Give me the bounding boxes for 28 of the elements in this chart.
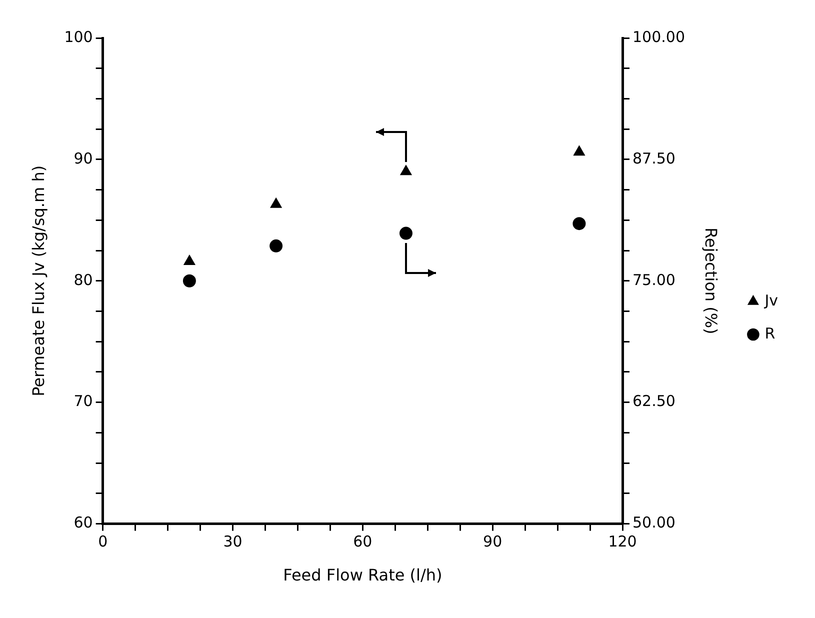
x-tick-label: 120 <box>608 532 637 551</box>
legend-label: Jv <box>764 291 778 310</box>
point <box>400 165 412 176</box>
x-axis-title: Feed Flow Rate (l/h) <box>283 566 442 585</box>
y2-tick-label: 62.50 <box>632 392 676 410</box>
point <box>182 274 196 288</box>
y-tick-label: 60 <box>74 514 93 532</box>
point <box>270 239 283 252</box>
x-tick-label: 0 <box>98 532 108 551</box>
y2-tick-label: 87.50 <box>632 149 676 168</box>
y-tick-label: 90 <box>74 149 93 168</box>
y2-tick-label: 75.00 <box>632 270 676 289</box>
y-axis-title: Permeate Flux Jv (kg/sq.m h) <box>28 165 48 396</box>
y-tick-label: 80 <box>74 270 93 289</box>
legend-label: R <box>764 324 776 342</box>
point <box>184 254 196 265</box>
y2-tick-label: 100.00 <box>632 28 686 46</box>
y-tick-label: 70 <box>74 392 93 410</box>
point <box>399 226 412 240</box>
point <box>270 198 282 208</box>
y-tick-label: 100 <box>64 28 93 46</box>
point <box>574 146 585 156</box>
x-tick-label: 90 <box>483 532 502 551</box>
y2-tick-label: 50.00 <box>632 514 676 532</box>
x-tick-label: 30 <box>223 532 242 551</box>
y2-axis-title: Rejection (%) <box>701 228 720 334</box>
x-tick-label: 60 <box>353 532 372 551</box>
point <box>572 217 586 230</box>
